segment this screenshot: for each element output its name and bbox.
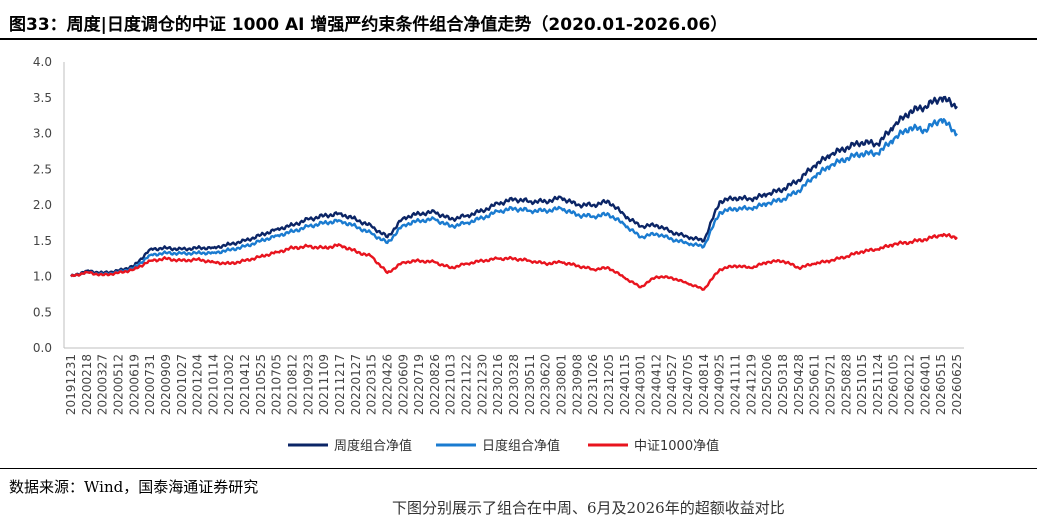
x-tick-label: 20211109 — [317, 354, 331, 415]
title-divider — [0, 38, 1037, 40]
x-tick-label: 20200512 — [111, 354, 125, 415]
x-tick-label: 20260212 — [903, 354, 917, 415]
x-tick-label: 20210302 — [222, 354, 236, 415]
x-tick-label: 20210705 — [270, 354, 284, 415]
x-tick-label: 20240925 — [713, 354, 727, 415]
x-tick-label: 20231205 — [602, 354, 616, 415]
y-tick-label: 3.0 — [33, 127, 52, 141]
y-axis: 0.0 0.5 1.0 1.5 2.0 2.5 3.0 3.5 4.0 — [33, 55, 65, 355]
x-tick-label: 20220315 — [365, 354, 379, 415]
series-line-3 — [70, 232, 958, 291]
series-line-1 — [70, 95, 958, 278]
data-source: 数据来源：Wind，国泰海通证券研究 — [9, 478, 259, 496]
x-tick-label: 20200218 — [80, 354, 94, 415]
series-line-2 — [70, 117, 958, 278]
x-tick-label: 20230328 — [507, 354, 521, 415]
x-tick-label: 20200909 — [159, 354, 173, 415]
x-tick-label: 20210923 — [301, 354, 315, 415]
x-axis: 20191231 20200218 20200327 20200512 20200619… — [64, 347, 964, 415]
x-tick-label: 20251124 — [871, 354, 885, 415]
x-tick-label: 20230801 — [554, 354, 568, 415]
y-tick-label: 4.0 — [33, 55, 52, 69]
x-tick-label: 20200619 — [127, 354, 141, 415]
figure-header: 图33：周度|日度调仓的中证 1000 AI 增强严约束条件组合净值走势（202… — [0, 0, 1037, 38]
x-tick-label: 20260401 — [918, 354, 932, 415]
x-tick-label: 20210412 — [238, 354, 252, 415]
x-tick-label: 20240705 — [681, 354, 695, 415]
x-tick-label: 20260105 — [887, 354, 901, 415]
legend-label: 周度组合净值 — [334, 438, 412, 454]
truncated-caption: 下图分别展示了组合在中周、6月及2026年的超额收益对比 — [392, 499, 785, 517]
x-tick-label: 20220426 — [380, 354, 394, 415]
y-tick-label: 0.0 — [33, 341, 52, 355]
x-tick-label: 20200731 — [143, 354, 157, 415]
x-tick-label: 20250318 — [776, 354, 790, 415]
x-tick-label: 20240814 — [697, 354, 711, 415]
legend-label: 中证1000净值 — [634, 438, 719, 454]
x-tick-label: 20201204 — [191, 354, 205, 415]
x-tick-label: 20210812 — [286, 354, 300, 415]
footer-divider — [0, 468, 1037, 469]
x-tick-label: 20210525 — [254, 354, 268, 415]
x-tick-label: 20230908 — [570, 354, 584, 415]
x-tick-label: 20241219 — [744, 354, 758, 415]
x-tick-label: 20211217 — [333, 354, 347, 415]
x-tick-label: 20240412 — [649, 354, 663, 415]
x-tick-label: 20230511 — [523, 354, 537, 415]
x-tick-label: 20220609 — [396, 354, 410, 415]
x-tick-label: 20240527 — [665, 354, 679, 415]
y-tick-label: 1.0 — [33, 270, 52, 284]
series-lines — [70, 95, 958, 291]
y-tick-label: 1.5 — [33, 234, 52, 248]
y-tick-label: 2.0 — [33, 198, 52, 212]
y-tick-label: 0.5 — [33, 305, 52, 319]
x-tick-label: 20250206 — [760, 354, 774, 415]
legend: 周度组合净值 日度组合净值 中证1000净值 — [288, 438, 719, 454]
x-tick-label: 20250611 — [808, 354, 822, 415]
x-tick-label: 20260625 — [950, 354, 964, 415]
line-chart: 0.00.51.01.52.02.53.03.54.0 20191231 2020… — [33, 55, 964, 454]
figure-title: 图33：周度|日度调仓的中证 1000 AI 增强严约束条件组合净值走势（202… — [9, 15, 728, 35]
x-tick-label: 20220719 — [412, 354, 426, 415]
x-tick-label: 20231026 — [586, 354, 600, 415]
x-tick-label: 20201027 — [175, 354, 189, 415]
x-tick-label: 20220127 — [349, 354, 363, 415]
x-tick-label: 20210114 — [206, 354, 220, 415]
x-tick-label: 20240115 — [618, 354, 632, 415]
x-tick-label: 20221230 — [475, 354, 489, 415]
legend-label: 日度组合净值 — [482, 438, 560, 454]
x-tick-label: 20240301 — [634, 354, 648, 415]
x-tick-label: 20251015 — [855, 354, 869, 415]
y-tick-label: 2.5 — [33, 162, 52, 176]
x-tick-label: 20221013 — [444, 354, 458, 415]
x-tick-label: 20220826 — [428, 354, 442, 415]
x-tick-label: 20250428 — [792, 354, 806, 415]
x-tick-label: 20250721 — [823, 354, 837, 415]
x-tick-label: 20260515 — [934, 354, 948, 415]
x-tick-label: 20241111 — [729, 354, 743, 415]
x-tick-label: 20230620 — [539, 354, 553, 415]
x-tick-label: 20200327 — [96, 354, 110, 415]
x-tick-label: 20191231 — [64, 354, 78, 415]
y-tick-label: 3.5 — [33, 91, 52, 105]
x-tick-label: 20230216 — [491, 354, 505, 415]
x-tick-label: 20250828 — [839, 354, 853, 415]
x-tick-label: 20221122 — [460, 354, 474, 415]
